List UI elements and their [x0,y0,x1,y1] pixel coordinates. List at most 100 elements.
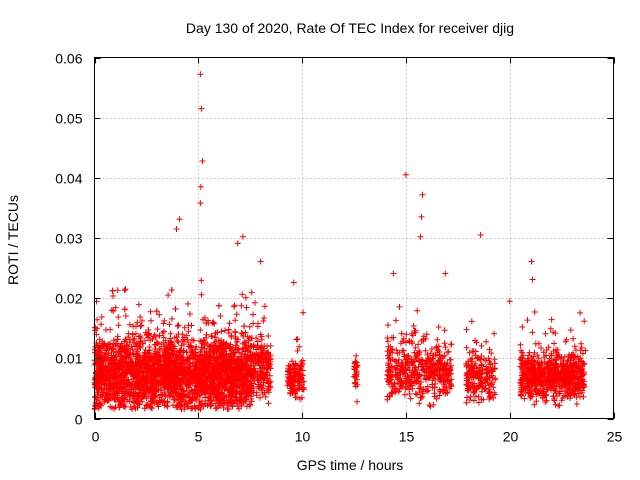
data-point [487,392,494,399]
data-point [203,334,210,341]
data-point [141,337,148,344]
data-point [422,335,429,342]
data-point [151,377,158,384]
data-point [110,349,117,356]
data-point [265,333,272,339]
data-point [138,369,145,376]
data-point [518,357,525,364]
data-point [245,337,252,344]
data-point [234,240,241,247]
data-point [532,364,539,371]
data-point [177,347,184,353]
data-point [257,258,264,265]
data-point [226,345,233,352]
data-point [123,342,130,349]
data-point [215,360,222,367]
data-point [234,346,241,353]
data-point [168,341,175,347]
data-point [114,361,121,368]
data-point [414,307,421,314]
data-point [401,351,408,358]
data-point [101,381,108,388]
data-point [524,360,530,367]
data-point [467,397,473,403]
data-point [248,289,255,296]
data-point [240,333,247,339]
y-tick-label: 0.02 [55,291,82,307]
data-point [419,358,426,365]
data-point [175,361,182,368]
data-point [181,324,188,331]
data-point [134,319,141,326]
data-point [101,367,108,374]
data-point [121,348,128,355]
data-point [429,363,436,369]
data-point [234,383,241,390]
data-point [550,376,557,383]
data-point [578,389,585,396]
data-point [396,303,403,310]
data-point [476,372,483,379]
data-point [109,382,116,389]
data-point [473,385,480,392]
data-point [108,360,115,367]
data-point [478,342,485,349]
data-point [525,378,532,385]
x-axis-label: GPS time / hours [297,457,404,473]
data-point [128,368,135,375]
data-point [223,370,230,377]
data-point [263,350,270,356]
data-point [463,326,470,333]
data-point [531,401,538,408]
data-point [435,347,442,354]
data-point [204,387,211,394]
data-point [566,384,573,391]
data-point [540,389,547,396]
data-point [171,397,178,403]
data-point [443,389,450,396]
data-point [448,341,454,348]
data-point [534,359,541,366]
data-point [487,361,494,368]
data-point [553,390,560,396]
data-point [163,345,170,352]
data-point [478,353,485,359]
data-point [121,287,128,294]
data-point [201,342,208,349]
data-point [483,376,490,383]
data-point [486,375,493,382]
data-point [156,311,163,318]
data-point [526,349,533,356]
data-point [486,346,493,353]
data-point [196,361,203,368]
data-point [392,371,399,378]
data-point [289,358,296,365]
data-point [477,382,484,389]
data-point [551,340,557,347]
data-point [188,405,195,412]
data-point [542,330,549,337]
axis-ticks [94,57,615,420]
data-point [109,392,116,399]
y-tick-label: 0.06 [55,51,82,67]
data-point [218,328,225,335]
data-point [237,358,244,365]
data-point [531,309,538,315]
data-point [203,320,210,327]
data-point [554,347,561,353]
data-point [165,389,172,396]
data-point [165,292,172,299]
data-point [126,321,133,328]
data-point [133,381,140,388]
data-point [491,330,498,337]
data-point [157,357,164,363]
data-point [92,369,99,376]
data-point [168,287,175,293]
data-point [578,377,585,384]
data-point [160,334,167,341]
data-point [540,349,547,356]
data-point [520,352,527,359]
data-point [134,351,141,358]
data-point [287,390,294,397]
data-point [428,346,435,352]
